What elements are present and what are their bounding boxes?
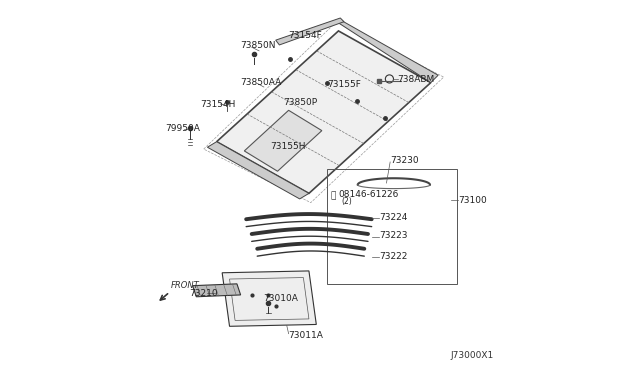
Text: Ⓑ: Ⓑ: [331, 191, 337, 200]
Text: 73223: 73223: [379, 231, 408, 240]
Text: 79950A: 79950A: [165, 124, 200, 133]
Polygon shape: [244, 110, 322, 171]
Text: 73100: 73100: [458, 196, 487, 205]
Polygon shape: [337, 20, 438, 83]
Text: J73000X1: J73000X1: [451, 350, 493, 359]
Polygon shape: [276, 18, 344, 45]
Text: 73850N: 73850N: [241, 41, 276, 50]
Polygon shape: [222, 271, 316, 326]
Polygon shape: [207, 142, 309, 199]
Text: 73850AA: 73850AA: [241, 78, 282, 87]
Text: 73154F: 73154F: [289, 31, 323, 40]
Text: 08146-61226: 08146-61226: [338, 190, 399, 199]
Text: 73155F: 73155F: [328, 80, 361, 89]
Text: 73210: 73210: [189, 289, 218, 298]
Text: 73850P: 73850P: [283, 99, 317, 108]
Text: FRONT: FRONT: [170, 281, 199, 290]
Text: 73222: 73222: [379, 251, 408, 261]
Text: 73010A: 73010A: [263, 294, 298, 303]
Polygon shape: [216, 31, 431, 193]
Text: 73224: 73224: [379, 213, 408, 222]
Text: 73011A: 73011A: [289, 331, 323, 340]
Text: 73154H: 73154H: [200, 100, 236, 109]
Text: (2): (2): [341, 197, 352, 206]
Polygon shape: [193, 284, 241, 297]
Text: 73230: 73230: [390, 155, 419, 165]
Text: 73155H: 73155H: [270, 142, 306, 151]
Text: 738ABM: 738ABM: [397, 75, 434, 84]
